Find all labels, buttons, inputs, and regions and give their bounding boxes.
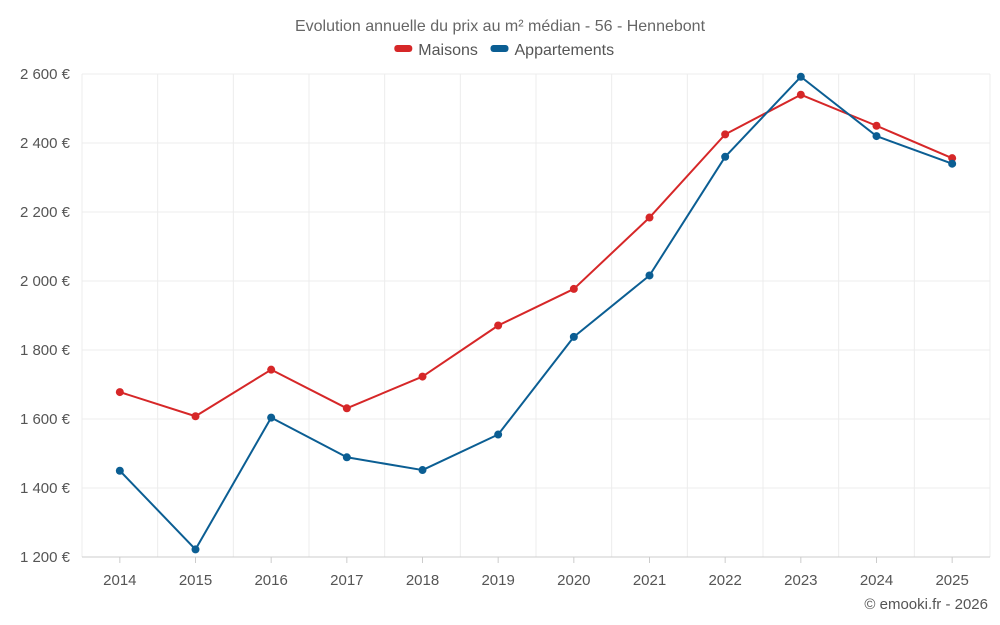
- data-point[interactable]: [115, 388, 124, 397]
- y-tick-label: 1 400 €: [20, 480, 71, 497]
- legend-swatch: [394, 45, 413, 52]
- data-point[interactable]: [645, 213, 654, 222]
- y-tick-label: 1 800 €: [20, 342, 71, 359]
- data-point[interactable]: [948, 159, 957, 168]
- x-tick-label: 2019: [481, 572, 514, 589]
- data-point[interactable]: [494, 321, 503, 330]
- data-point[interactable]: [721, 152, 730, 161]
- credit-text: © emooki.fr - 2026: [864, 596, 988, 613]
- x-tick-label: 2015: [179, 572, 212, 589]
- y-tick-label: 2 600 €: [20, 66, 71, 83]
- legend-label: Appartements: [515, 42, 615, 59]
- x-tick-label: 2022: [708, 572, 741, 589]
- x-tick-label: 2014: [103, 572, 136, 589]
- y-tick-label: 1 200 €: [20, 549, 71, 566]
- y-tick-label: 2 000 €: [20, 273, 71, 290]
- data-point[interactable]: [342, 453, 351, 462]
- data-point[interactable]: [115, 466, 124, 475]
- data-point[interactable]: [191, 412, 200, 421]
- data-point[interactable]: [267, 365, 276, 374]
- x-tick-label: 2021: [633, 572, 666, 589]
- x-tick-label: 2023: [784, 572, 817, 589]
- series: [115, 72, 957, 554]
- legend-item-appartements[interactable]: Appartements: [490, 42, 615, 59]
- data-point[interactable]: [796, 90, 805, 99]
- x-tick-label: 2025: [935, 572, 968, 589]
- data-point[interactable]: [872, 132, 881, 141]
- series-line: [119, 93, 953, 418]
- chart-title: Evolution annuelle du prix au m² médian …: [295, 18, 706, 35]
- data-point[interactable]: [948, 154, 957, 163]
- x-tick-label: 2020: [557, 572, 590, 589]
- y-tick-label: 2 400 €: [20, 135, 71, 152]
- series-maisons: [115, 90, 957, 421]
- x-tick-label: 2016: [254, 572, 287, 589]
- grid: [81, 73, 991, 557]
- x-tick-label: 2024: [860, 572, 893, 589]
- x-tick-label: 2018: [406, 572, 439, 589]
- legend-swatch: [490, 45, 509, 52]
- data-point[interactable]: [342, 404, 351, 413]
- data-point[interactable]: [418, 466, 427, 475]
- series-appartements: [115, 72, 957, 554]
- data-point[interactable]: [569, 332, 578, 341]
- series-line: [119, 75, 953, 551]
- data-point[interactable]: [872, 121, 881, 130]
- x-tick-label: 2017: [330, 572, 363, 589]
- data-point[interactable]: [494, 430, 503, 439]
- data-point[interactable]: [191, 545, 200, 554]
- data-point[interactable]: [645, 271, 654, 280]
- data-point[interactable]: [418, 372, 427, 381]
- data-point[interactable]: [721, 130, 730, 139]
- y-tick-label: 1 600 €: [20, 411, 71, 428]
- data-point[interactable]: [267, 413, 276, 422]
- data-point[interactable]: [796, 72, 805, 81]
- legend: Maisons Appartements: [394, 42, 614, 59]
- y-tick-label: 2 200 €: [20, 204, 71, 221]
- axes: 1 200 € 1 400 € 1 600 € 1 800 € 2 000 € 2 200…: [20, 66, 990, 589]
- legend-item-maisons[interactable]: Maisons: [394, 42, 478, 59]
- data-point[interactable]: [569, 284, 578, 293]
- legend-label: Maisons: [418, 42, 478, 59]
